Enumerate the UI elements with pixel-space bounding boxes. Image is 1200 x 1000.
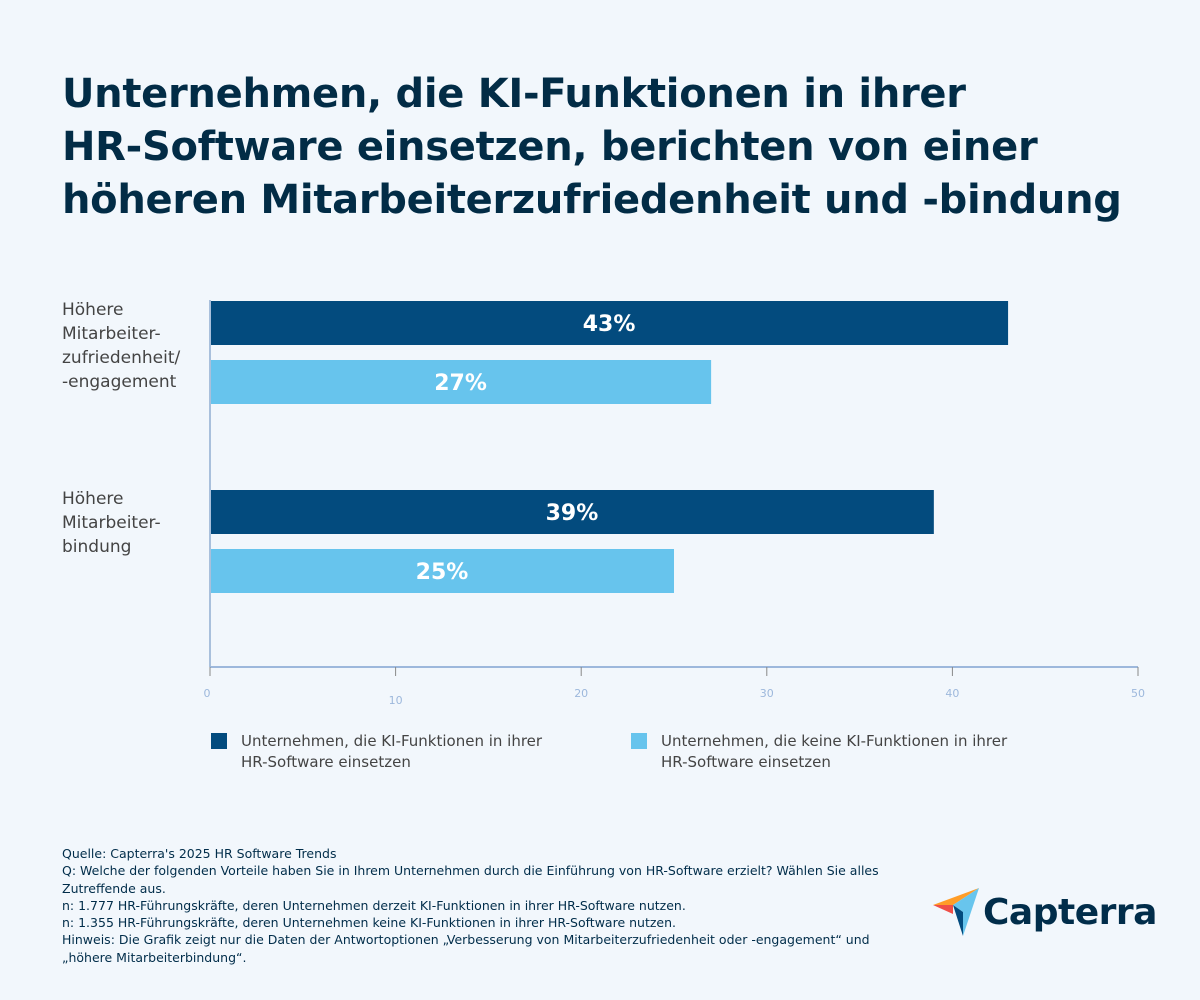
x-tick-label: 10	[389, 694, 403, 707]
data-label: 39%	[546, 501, 599, 526]
category-label-line: zufriedenheit/	[62, 348, 181, 368]
x-tick-label: 0	[204, 687, 211, 700]
x-tick-label: 30	[760, 687, 774, 700]
bar-chart: 43% 39% 27% 25% 0 10 20 30 40 50	[204, 300, 1145, 707]
footer-notes: Quelle: Capterra's 2025 HR Software Tren…	[62, 845, 882, 966]
category-label-line: Mitarbeiter-	[62, 324, 161, 344]
question-note: Q: Welche der folgenden Vorteile haben S…	[62, 863, 879, 896]
category-label-line: -engagement	[62, 372, 177, 392]
capterra-arrow-icon	[933, 888, 979, 936]
bar	[210, 360, 712, 404]
x-tick-label: 40	[945, 687, 959, 700]
source-note: Quelle: Capterra's 2025 HR Software Tren…	[62, 846, 337, 861]
x-tick-label: 50	[1131, 687, 1145, 700]
sample-note: n: 1.355 HR-Führungskräfte, deren Untern…	[62, 915, 676, 931]
bar	[210, 490, 934, 534]
legend-item: Unternehmen, die keine KI-Funktionen in …	[631, 731, 1021, 773]
category-label-line: Höhere	[62, 300, 124, 320]
capterra-logo: Capterra	[933, 888, 1157, 936]
data-label: 25%	[416, 560, 469, 585]
hint-note: Hinweis: Die Grafik zeigt nur die Daten …	[62, 932, 870, 965]
category-label: Höhere Mitarbeiter- bindung	[62, 487, 161, 559]
bar	[210, 301, 1009, 345]
legend-swatch	[211, 733, 227, 749]
logo-text: Capterra	[983, 891, 1157, 933]
legend-swatch	[631, 733, 647, 749]
legend-label: Unternehmen, die KI-Funktionen in ihrer …	[241, 732, 543, 771]
chart-title: Unternehmen, die KI-Funktionen in ihrer …	[62, 68, 1172, 227]
data-label: 27%	[434, 371, 487, 396]
data-label: 43%	[583, 312, 636, 337]
category-label-line: Mitarbeiter-	[62, 513, 161, 533]
sample-note: n: 1.777 HR-Führungskräfte, deren Untern…	[62, 897, 686, 913]
legend-item: Unternehmen, die KI-Funktionen in ihrer …	[211, 731, 571, 773]
title-line: Unternehmen, die KI-Funktionen in ihrer	[62, 71, 966, 117]
category-label-line: Höhere	[62, 489, 124, 509]
bar	[210, 549, 674, 593]
x-tick-label: 20	[574, 687, 588, 700]
title-line: höheren Mitarbeiterzufriedenheit und -bi…	[62, 177, 1122, 223]
title-line: HR-Software einsetzen, berichten von ein…	[62, 124, 1038, 170]
legend-label: Unternehmen, die keine KI-Funktionen in …	[661, 732, 1008, 771]
category-label-line: bindung	[62, 537, 132, 557]
category-label: Höhere Mitarbeiter- zufriedenheit/ -enga…	[62, 298, 180, 394]
